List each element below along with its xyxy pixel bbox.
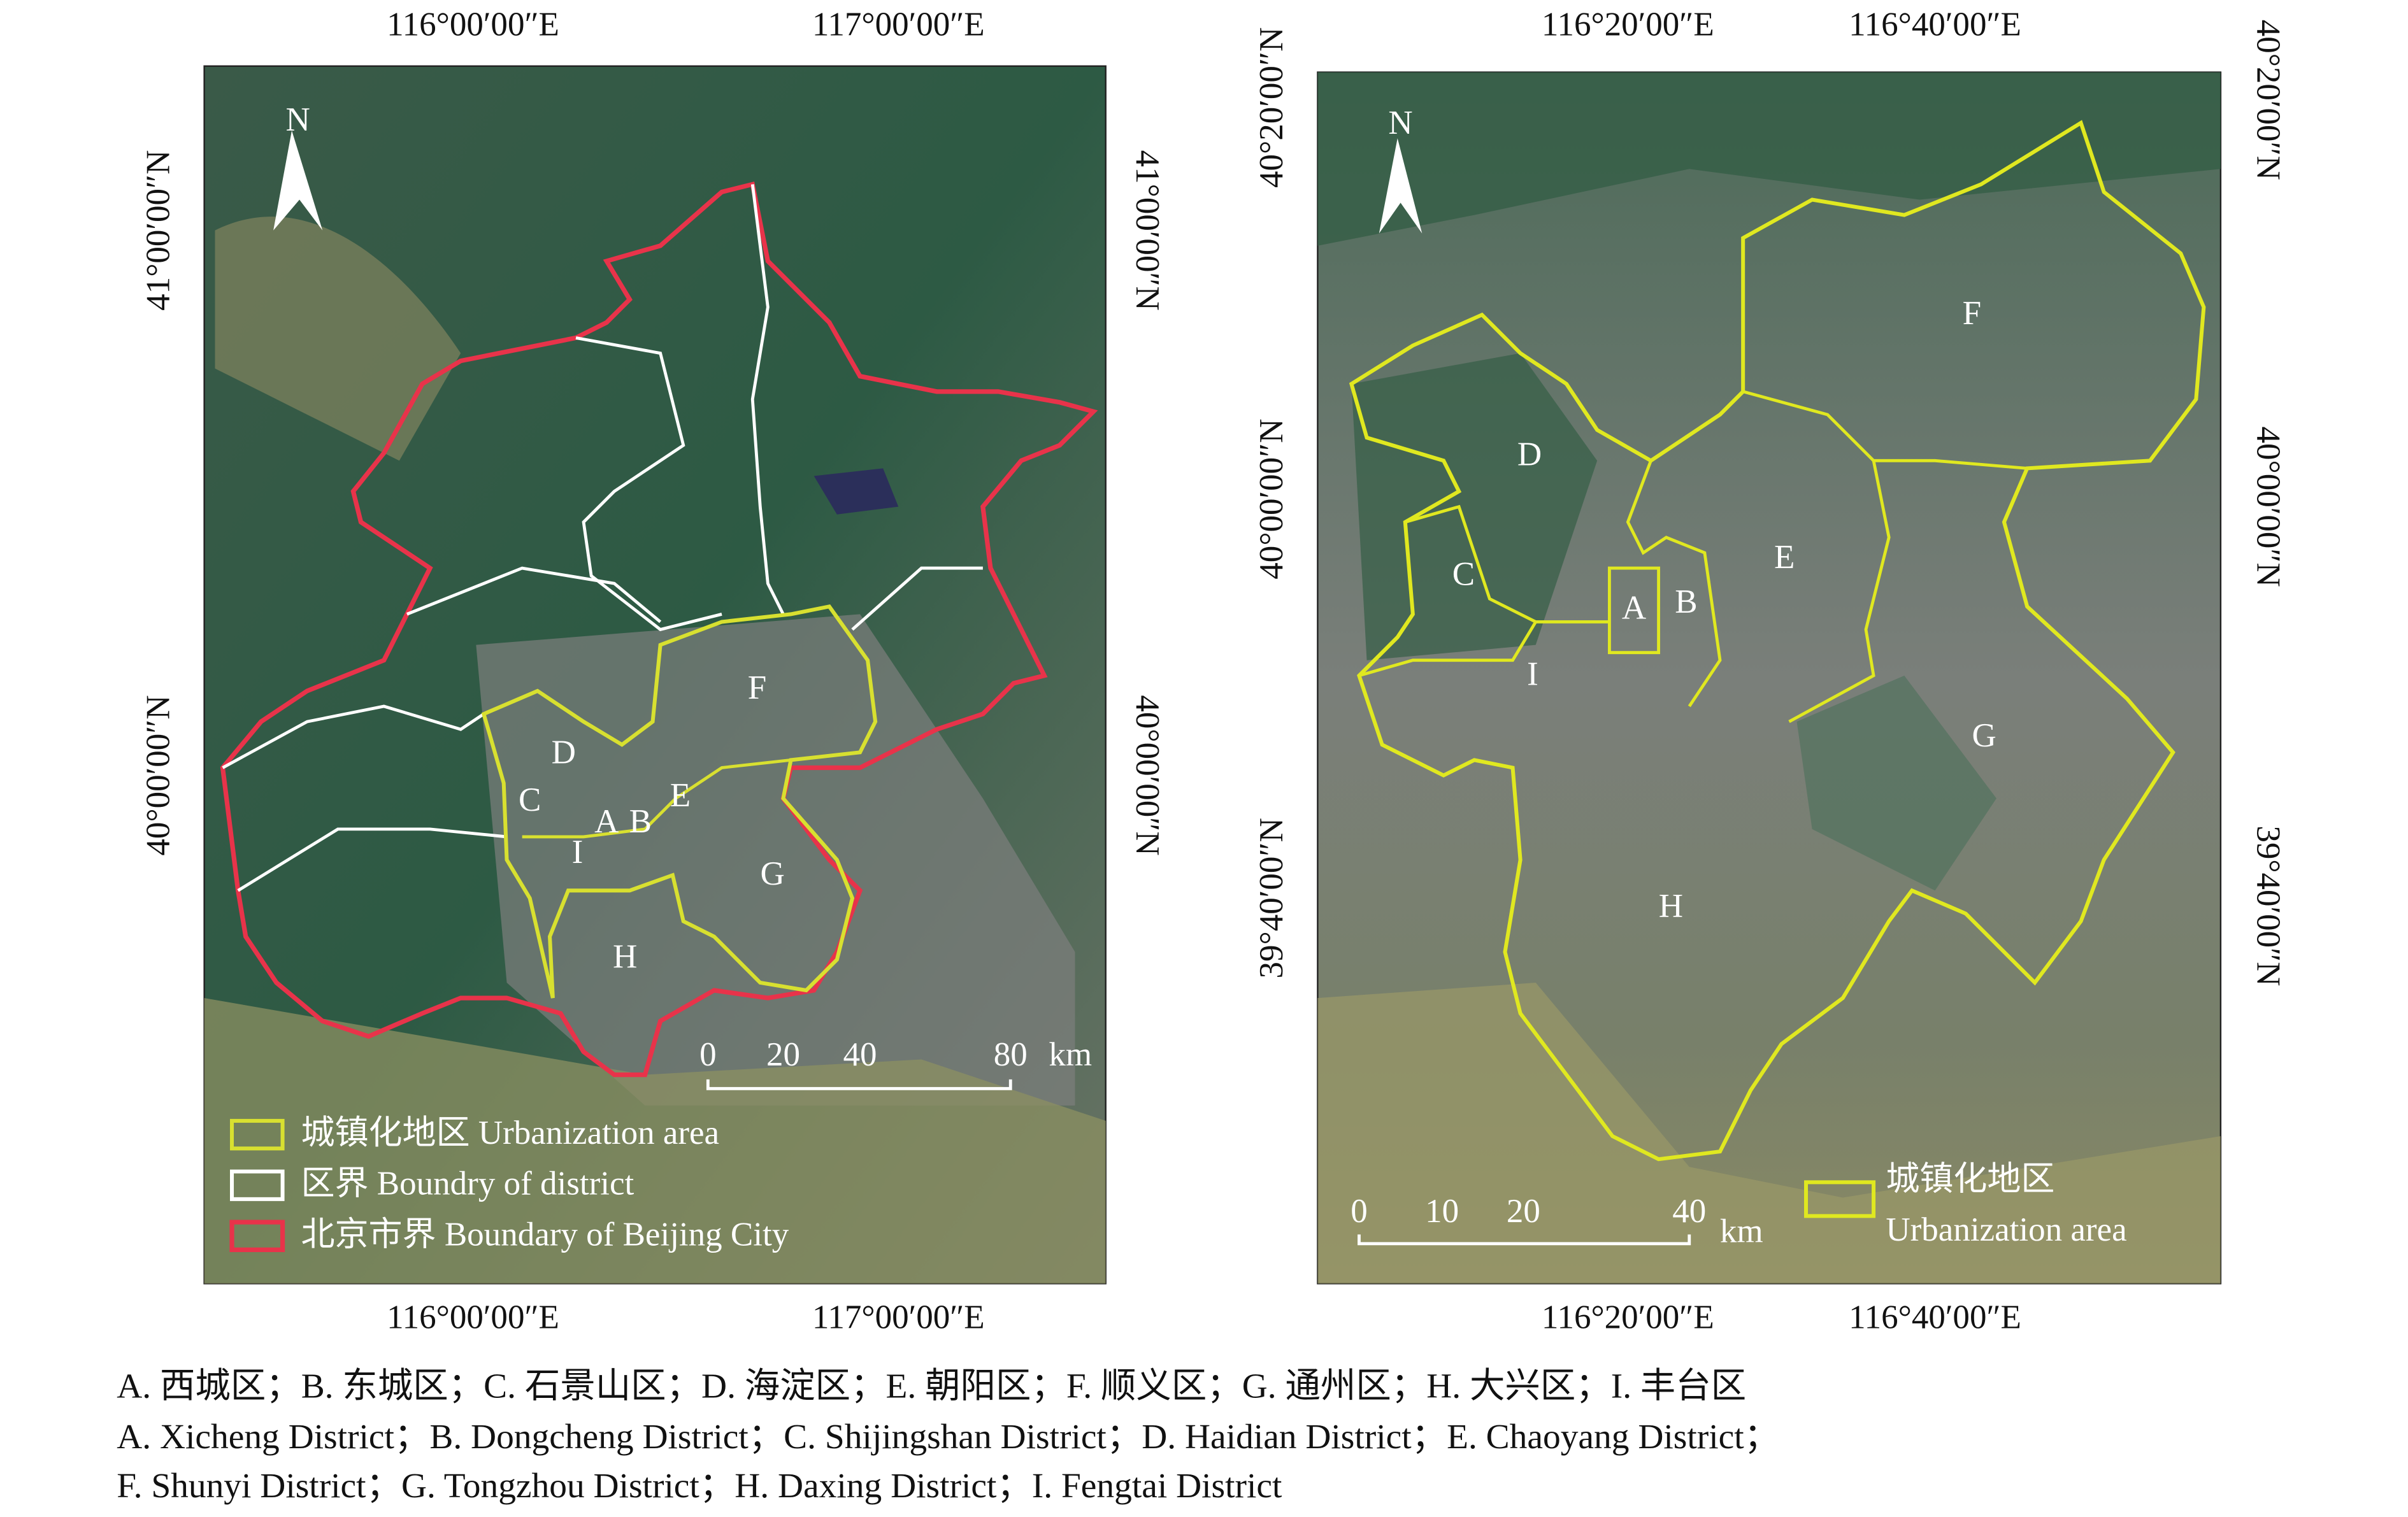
district-label: I	[572, 834, 584, 871]
north-label: N	[1388, 104, 1412, 141]
district-boundary	[750, 184, 785, 615]
terrain	[215, 217, 461, 461]
legend-label: 区界 Boundry of district	[301, 1165, 634, 1202]
north-label: N	[286, 101, 310, 138]
scale-unit: km	[1720, 1213, 1763, 1250]
district-label: D	[1517, 436, 1542, 473]
district-label: A	[1622, 590, 1646, 627]
scale-bar: 0 10 20 40 km	[1351, 1193, 1763, 1250]
urbanization-area	[481, 604, 878, 999]
district-boundary	[522, 758, 791, 839]
legend-label: Urbanization area	[1886, 1211, 2126, 1248]
district-boundary	[406, 566, 662, 623]
district-label: D	[552, 734, 576, 771]
legend-label: 城镇化地区	[1886, 1161, 2054, 1198]
scale-label: 0	[1351, 1193, 1368, 1230]
north-arrow	[1379, 138, 1423, 234]
district-boundary	[222, 704, 485, 769]
lon-label: 116°40′00″E	[1849, 6, 2021, 43]
scale-label: 80	[994, 1036, 1028, 1073]
legend-swatch	[230, 1118, 285, 1151]
district-boundary	[575, 336, 722, 632]
scale-label: 40	[1672, 1193, 1706, 1230]
scale-label: 10	[1425, 1193, 1459, 1230]
scale-line	[706, 1079, 1012, 1090]
district-label: B	[629, 803, 652, 840]
district-boundary	[1626, 460, 1722, 708]
district-boundary	[1788, 460, 1891, 723]
left-map: N A B C D E F G H I 0 20 40 80 km 城镇化地区 …	[140, 6, 1166, 1336]
district-boundary	[1358, 621, 1537, 678]
lon-label: 116°00′00″E	[387, 1299, 559, 1335]
district-label: F	[748, 669, 767, 706]
scale-label: 20	[1507, 1193, 1540, 1230]
caption: A. 西城区；B. 东城区；C. 石景山区；D. 海淀区；E. 朝阳区；F. 顺…	[117, 1367, 1779, 1506]
legend-swatch	[230, 1169, 285, 1201]
district-boundary	[851, 566, 983, 631]
district-label: B	[1675, 583, 1697, 620]
district-boundary	[1405, 504, 1660, 655]
district-label: H	[1659, 887, 1683, 924]
caption-line: A. 西城区；B. 东城区；C. 石景山区；D. 海淀区；E. 朝阳区；F. 顺…	[117, 1367, 1746, 1406]
lon-label: 116°20′00″E	[1542, 6, 1714, 43]
district-label: A	[594, 803, 619, 840]
terrain	[1351, 353, 1598, 660]
district-label: E	[1774, 539, 1795, 576]
lat-label: 41°00′00″N	[1129, 150, 1166, 311]
legend-label: 城镇化地区 Urbanization area	[301, 1115, 720, 1151]
district-boundary	[237, 827, 507, 892]
legend: 城镇化地区 Urbanization area	[1803, 1161, 2127, 1248]
lat-label: 40°00′00″N	[1129, 695, 1166, 855]
lat-label: 40°20′00″N	[2250, 20, 2287, 180]
district-label: G	[760, 855, 784, 892]
lon-label: 117°00′00″E	[812, 6, 985, 43]
lon-label: 116°00′00″E	[387, 6, 559, 43]
lat-label: 39°40′00″N	[2250, 825, 2287, 986]
lat-label: 41°00′00″N	[140, 150, 176, 311]
district-label: G	[1972, 717, 1996, 754]
caption-line: F. Shunyi District；G. Tongzhou District；…	[117, 1466, 1282, 1505]
district-label: C	[1452, 556, 1475, 593]
lat-label: 40°00′00″N	[2250, 427, 2287, 587]
district-label: E	[670, 777, 691, 814]
lat-label: 39°40′00″N	[1253, 818, 1290, 978]
city-boundary	[220, 181, 1098, 1078]
legend-swatch	[1803, 1180, 1876, 1218]
lon-label: 116°20′00″E	[1542, 1299, 1714, 1335]
lat-label: 40°00′00″N	[1253, 418, 1290, 579]
scale-line	[1358, 1234, 1691, 1246]
legend-swatch	[229, 1220, 285, 1253]
reservoir	[813, 468, 899, 515]
terrain	[204, 998, 1106, 1284]
scale-label: 40	[843, 1036, 877, 1073]
lon-label: 116°40′00″E	[1849, 1299, 2021, 1335]
district-labels: A B C D E F G H I	[1452, 295, 1996, 925]
legend-label: 北京市界 Boundary of Beijing City	[301, 1216, 789, 1253]
district-labels: A B C D E F G H I	[519, 669, 785, 975]
lon-label: 117°00′00″E	[812, 1299, 985, 1335]
north-arrow	[273, 131, 323, 231]
urbanization-area	[1349, 120, 2206, 1162]
caption-line: A. Xicheng District；B. Dongcheng Distric…	[117, 1417, 1779, 1456]
terrain	[1317, 982, 2221, 1284]
scale-label: 20	[766, 1036, 800, 1073]
scale-label: 0	[699, 1036, 717, 1073]
district-label: C	[519, 781, 541, 818]
scale-unit: km	[1049, 1036, 1092, 1073]
right-map: N A B C D E F G H I 0 10 20 40 km 城镇化地区 …	[1253, 6, 2287, 1336]
district-label: F	[1963, 295, 1982, 332]
legend: 城镇化地区 Urbanization area 区界 Boundry of di…	[229, 1115, 789, 1253]
scale-bar: 0 20 40 80 km	[699, 1036, 1092, 1090]
lat-label: 40°20′00″N	[1253, 27, 1290, 188]
lat-label: 40°00′00″N	[140, 695, 176, 855]
district-label: H	[613, 938, 637, 975]
terrain	[1796, 675, 1996, 891]
terrain	[1317, 72, 2221, 246]
district-label: I	[1527, 655, 1538, 692]
